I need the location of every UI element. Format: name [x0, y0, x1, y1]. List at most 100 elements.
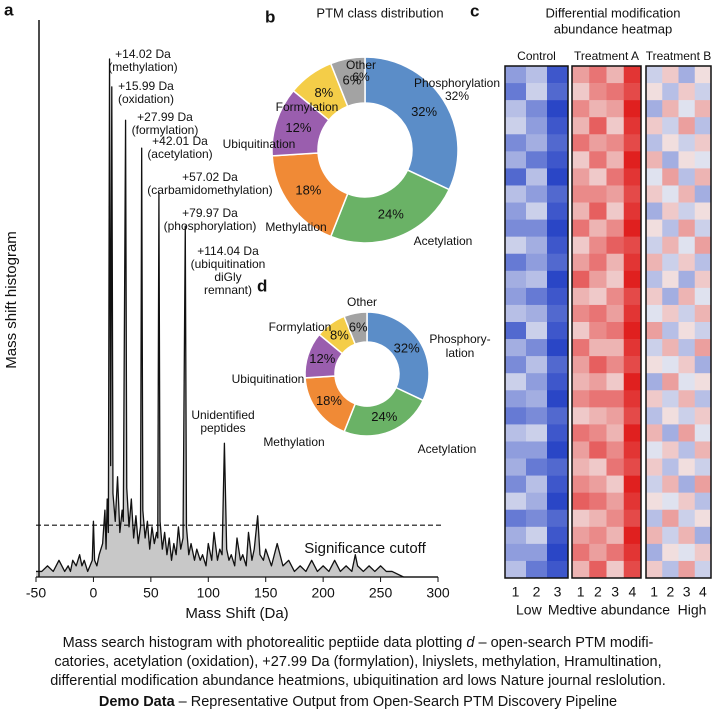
slice-value-label: 24%: [371, 409, 397, 424]
heatmap-cell: [505, 100, 527, 118]
slice-category-label: Formylation: [269, 320, 332, 334]
heatmap-cell: [662, 100, 679, 118]
heatmap-cell: [678, 304, 696, 323]
heatmap-cell: [694, 339, 712, 357]
heatmap-cell: [623, 492, 642, 511]
heatmap-cell: [589, 424, 607, 442]
heatmap-cell: [646, 253, 663, 272]
heatmap-cell: [572, 560, 590, 579]
x-tick-label: 50: [143, 585, 159, 601]
caption-line: catories, acetylation (oxidation), +27.9…: [54, 654, 661, 670]
slice-category-label: Phosphorylation: [414, 76, 500, 90]
heatmap-cell: [662, 526, 679, 545]
heatmap-cell: [623, 83, 642, 101]
x-tick-label: -50: [26, 585, 46, 601]
heatmap-cell: [646, 560, 663, 579]
heatmap-cell: [547, 356, 569, 374]
heatmap-cell: [694, 390, 712, 408]
heatmap-cell: [623, 322, 642, 340]
caption-bold: Demo Data: [99, 694, 176, 710]
heatmap-cell: [505, 151, 527, 169]
x-tick-label: 250: [369, 585, 393, 601]
heatmap-cell: [572, 236, 590, 255]
peak-annotation: +27.99 Da: [137, 110, 193, 124]
panel-label: a: [4, 0, 14, 19]
heatmap-cell: [547, 219, 569, 237]
donut-slice: [364, 56, 459, 191]
heatmap-cell: [662, 560, 679, 579]
heatmap-cell: [589, 373, 607, 391]
heatmap-cell: [547, 373, 569, 391]
heatmap-cell: [572, 287, 590, 306]
group-label: Treatment B: [646, 49, 712, 63]
heatmap-cell: [526, 287, 548, 306]
chart-title: Differential modification: [546, 5, 681, 20]
heatmap-cell: [694, 560, 712, 579]
heatmap-cell: [547, 287, 569, 306]
slice-value-label: 8%: [330, 327, 349, 342]
heatmap-cell: [646, 441, 663, 459]
heatmap-cell: [694, 458, 712, 476]
heatmap-cell: [662, 253, 679, 272]
heatmap-cell: [572, 322, 590, 340]
heatmap-cell: [694, 509, 712, 528]
heatmap-cell: [526, 339, 548, 357]
heatmap-cell: [547, 509, 569, 528]
heatmap-cell: [547, 441, 569, 459]
heatmap-cell: [678, 66, 696, 84]
column-label: 1: [577, 584, 585, 600]
heatmap-cell: [505, 236, 527, 255]
heatmap-cell: [526, 185, 548, 203]
heatmap-cell: [678, 526, 696, 545]
heatmap-cell: [662, 407, 679, 425]
group-label: Control: [517, 49, 556, 63]
x-axis-label: Mass Shift (Da): [185, 605, 288, 622]
heatmap-cell: [606, 390, 625, 408]
column-label: 2: [594, 584, 602, 600]
heatmap-cell: [646, 424, 663, 442]
heatmap-cell: [589, 458, 607, 476]
heatmap-cell: [694, 66, 712, 84]
heatmap-cell: [505, 66, 527, 84]
slice-value-label: 12%: [285, 120, 311, 135]
heatmap-cell: [678, 270, 696, 289]
heatmap-cell: [505, 356, 527, 374]
heatmap-cell: [694, 543, 712, 562]
heatmap-cell: [547, 202, 569, 220]
peak-annotation: +15.99 Da: [118, 79, 174, 93]
x-tick-label: 200: [311, 585, 335, 601]
slice-value-label: 6%: [342, 73, 361, 88]
donut-slice: [343, 311, 368, 346]
heatmap-cell: [505, 134, 527, 152]
heatmap-cell: [606, 543, 625, 562]
slice-category-label: Acetylation: [414, 234, 473, 248]
x-tick-label: 300: [426, 585, 450, 601]
heatmap-cell: [589, 356, 607, 374]
heatmap-cell: [526, 219, 548, 237]
heatmap-cell: [505, 475, 527, 493]
heatmap-cell: [646, 185, 663, 203]
heatmap-cell: [547, 151, 569, 169]
column-label: 2: [533, 584, 541, 600]
heatmap-cell: [572, 373, 590, 391]
peak-annotation: (acetylation): [147, 147, 212, 161]
heatmap-cell: [662, 117, 679, 135]
group-label: Treatment A: [574, 49, 639, 63]
heatmap-cell: [526, 100, 548, 118]
heatmap-cell: [646, 287, 663, 306]
group-frame: [504, 65, 569, 579]
heatmap-cell: [678, 339, 696, 357]
heatmap-cell: [694, 168, 712, 186]
heatmap-cell: [547, 185, 569, 203]
heatmap-cell: [589, 526, 607, 545]
heatmap-cell: [505, 373, 527, 391]
heatmap-cell: [646, 236, 663, 255]
heatmap-cell: [547, 304, 569, 323]
heatmap-cell: [623, 424, 642, 442]
heatmap-cell: [646, 304, 663, 323]
slice-outer-value: 32%: [445, 89, 469, 103]
heatmap-cell: [694, 134, 712, 152]
group-frame: [571, 65, 642, 579]
heatmap-cell: [505, 458, 527, 476]
heatmap-cell: [572, 202, 590, 220]
